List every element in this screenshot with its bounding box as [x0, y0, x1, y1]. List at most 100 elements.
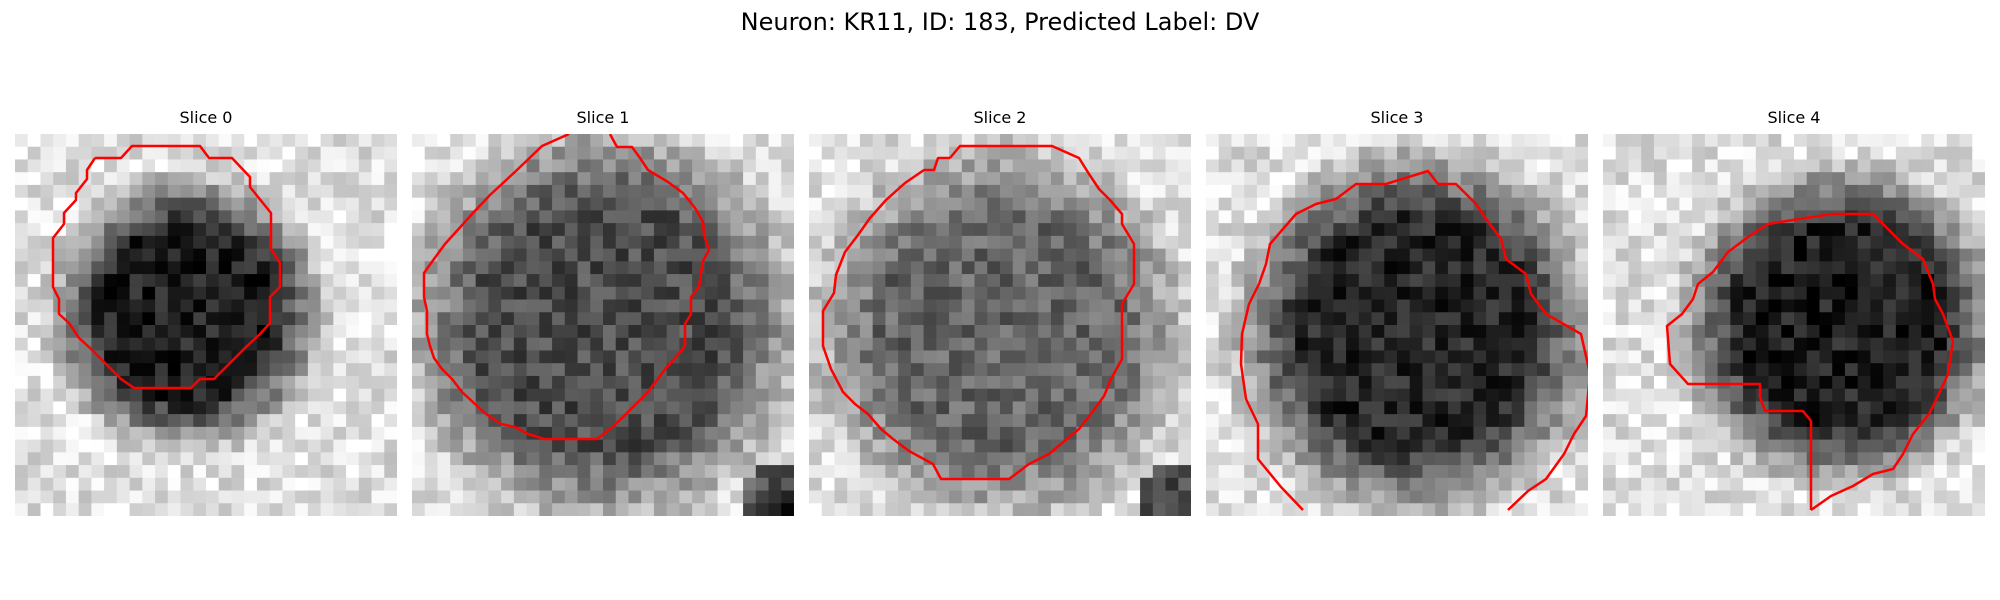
pixel	[15, 286, 29, 301]
pixel	[679, 452, 693, 466]
pixel	[704, 184, 719, 199]
pixel	[1231, 223, 1245, 237]
pixel	[768, 184, 782, 199]
pixel	[320, 477, 334, 492]
pixel	[1282, 388, 1296, 402]
slice-title: Slice 4	[1767, 108, 1821, 127]
pixel	[1895, 465, 1910, 479]
pixel	[949, 452, 963, 466]
pixel	[513, 261, 528, 275]
pixel	[1333, 325, 1347, 339]
pixel	[1934, 375, 1948, 390]
pixel	[307, 134, 322, 148]
pixel	[307, 426, 322, 441]
pixel	[129, 235, 143, 250]
pixel	[692, 312, 706, 326]
pixel	[730, 286, 744, 301]
pixel	[1384, 210, 1398, 224]
grayscale-pixel-grid	[1603, 134, 1985, 516]
pixel	[437, 337, 451, 352]
pixel	[1333, 465, 1347, 479]
pixel	[193, 337, 207, 352]
pixel	[834, 426, 848, 441]
pixel	[1653, 159, 1668, 173]
pixel	[320, 286, 334, 301]
pixel	[615, 299, 630, 313]
pixel	[910, 337, 925, 352]
pixel	[615, 490, 630, 504]
pixel	[78, 223, 92, 237]
pixel	[1409, 465, 1424, 479]
pixel	[1140, 477, 1154, 492]
pixel	[552, 490, 566, 504]
pixel	[307, 261, 322, 275]
pixel	[218, 184, 233, 199]
pixel	[1870, 375, 1884, 390]
pixel	[65, 401, 80, 415]
pixel	[1114, 414, 1128, 428]
pixel	[475, 159, 489, 173]
pixel	[167, 134, 182, 148]
pixel	[116, 465, 131, 479]
pixel	[1256, 503, 1271, 516]
pixel	[218, 337, 233, 352]
pixel	[1959, 325, 1973, 339]
pixel	[961, 477, 976, 492]
pixel	[78, 184, 92, 199]
pixel	[1050, 490, 1065, 504]
pixel	[743, 414, 757, 428]
pixel	[1384, 134, 1398, 148]
pixel	[987, 388, 1001, 402]
pixel	[1895, 146, 1910, 161]
pixel	[834, 490, 848, 504]
pixel	[1231, 146, 1245, 161]
pixel	[603, 490, 617, 504]
pixel	[475, 134, 489, 148]
pixel	[1460, 452, 1474, 466]
pixel	[552, 261, 566, 275]
pixel	[91, 388, 105, 402]
pixel	[1972, 261, 1985, 275]
pixel	[27, 261, 42, 275]
pixel	[1857, 312, 1871, 326]
pixel	[1435, 490, 1449, 504]
pixel	[1447, 426, 1462, 441]
pixel	[269, 465, 283, 479]
pixel	[730, 134, 744, 148]
pixel	[1397, 184, 1411, 199]
pixel	[1743, 452, 1757, 466]
pixel	[180, 477, 194, 492]
pixel	[641, 503, 655, 516]
pixel	[256, 490, 271, 504]
pixel	[231, 375, 245, 390]
pixel	[1473, 426, 1487, 441]
pixel	[692, 337, 706, 352]
pixel	[295, 286, 309, 301]
pixel	[1409, 184, 1424, 199]
pixel	[371, 146, 385, 161]
pixel	[564, 274, 579, 288]
pixel	[320, 363, 334, 377]
pixel	[936, 414, 950, 428]
pixel	[1730, 286, 1744, 301]
pixel	[552, 248, 566, 262]
pixel	[1244, 439, 1258, 453]
pixel	[1603, 414, 1617, 428]
pixel	[910, 184, 925, 199]
pixel	[1101, 350, 1116, 364]
pixel	[437, 286, 451, 301]
pixel	[501, 490, 515, 504]
pixel	[1447, 312, 1462, 326]
pixel	[412, 337, 426, 352]
pixel	[1562, 261, 1576, 275]
pixel	[809, 248, 823, 262]
pixel	[1384, 235, 1398, 250]
pixel	[1794, 388, 1808, 402]
pixel	[641, 426, 655, 441]
pixel	[1794, 299, 1808, 313]
pixel	[1806, 223, 1821, 237]
pixel	[809, 426, 823, 441]
pixel	[1178, 299, 1191, 313]
pixel	[1460, 465, 1474, 479]
pixel	[412, 414, 426, 428]
